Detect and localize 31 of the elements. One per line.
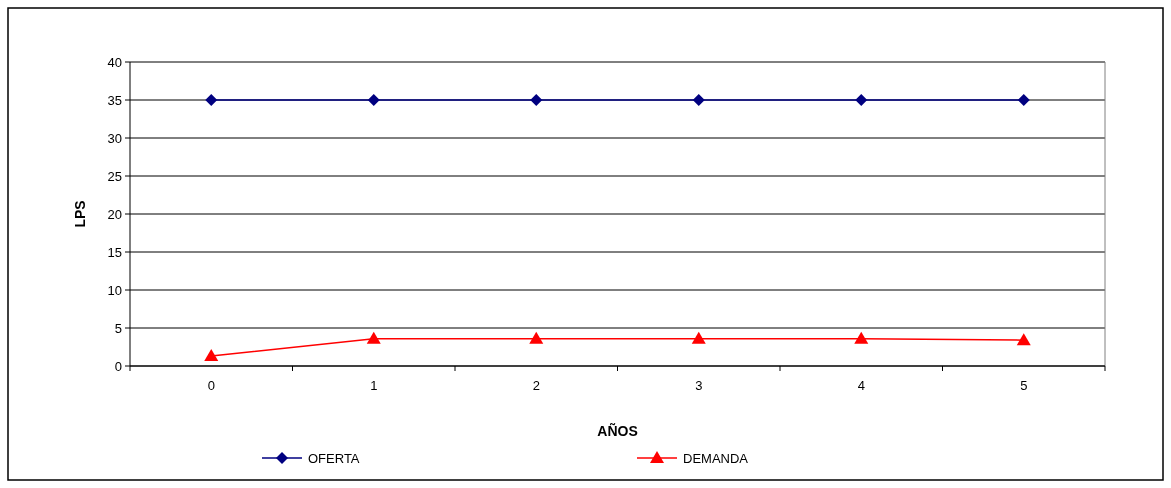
point: [367, 94, 380, 106]
y-tick-label: 30: [107, 130, 122, 146]
point: [205, 94, 218, 106]
point: [366, 331, 381, 344]
y-tick-label: 10: [107, 282, 122, 298]
point: [529, 331, 544, 344]
y-tick-label: 15: [107, 244, 122, 260]
point: [530, 94, 543, 106]
y-tick-label: 20: [107, 206, 122, 222]
point: [692, 94, 705, 106]
y-tick-label: 0: [114, 358, 122, 374]
point: [1017, 94, 1030, 106]
y-tick-label: 40: [107, 54, 122, 70]
legend-label: DEMANDA: [683, 450, 749, 466]
x-axis-title: AÑOS: [597, 422, 638, 439]
point: [854, 331, 869, 344]
point: [691, 331, 706, 344]
x-tick-label: 2: [532, 378, 540, 393]
x-tick-label: 3: [695, 378, 703, 393]
y-tick-label: 35: [107, 92, 122, 108]
point: [1016, 333, 1031, 346]
point: [204, 349, 219, 362]
y-axis-title: LPS: [72, 200, 88, 228]
x-tick-label: 5: [1020, 378, 1028, 393]
legend-label: OFERTA: [308, 450, 360, 466]
x-tick-label: 1: [370, 378, 378, 393]
y-tick-label: 25: [107, 168, 122, 184]
point: [855, 94, 868, 106]
x-tick-label: 0: [207, 378, 215, 393]
y-tick-label: 5: [114, 320, 122, 336]
x-tick-label: 4: [857, 378, 865, 393]
